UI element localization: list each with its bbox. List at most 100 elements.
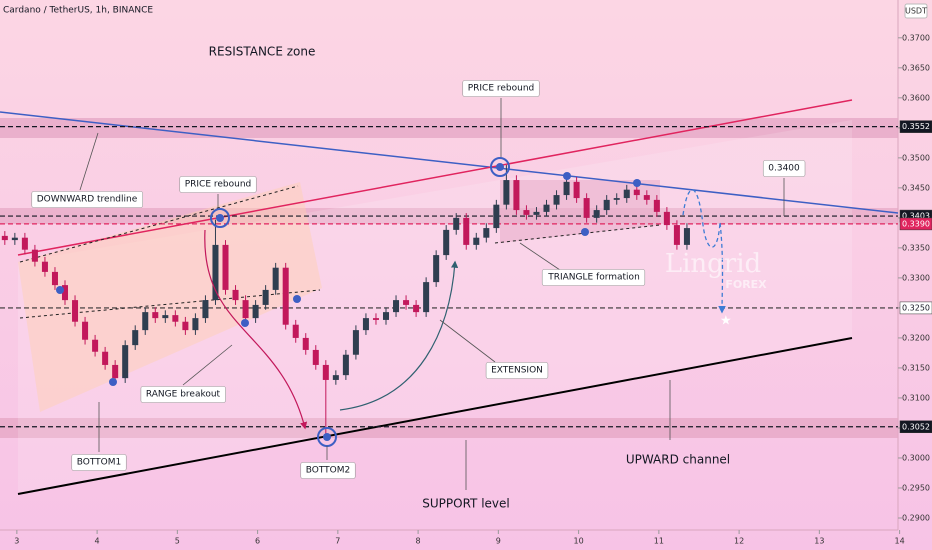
y-tick-label: 0.3450 <box>902 183 930 192</box>
extension-arrow <box>339 260 459 411</box>
candle-body <box>312 349 319 365</box>
x-tick-label: 8 <box>416 537 421 546</box>
candle-body <box>41 261 48 272</box>
candle-body <box>393 300 400 313</box>
currency-box <box>904 3 928 19</box>
x-tick-label: 4 <box>95 537 100 546</box>
y-tick-label: 0.3500 <box>902 153 930 162</box>
candle-body <box>142 312 149 331</box>
candle-body <box>262 289 269 305</box>
pivot-dots <box>56 163 641 441</box>
candle-body <box>543 204 550 212</box>
x-tick-label: 11 <box>654 537 664 546</box>
candle-body <box>453 217 460 230</box>
candle-body <box>342 354 349 376</box>
triangle-area <box>500 180 660 243</box>
candle-body <box>132 330 139 346</box>
chart-title: Cardano / TetherUS, 1h, BINANCE <box>3 6 153 16</box>
candle-body <box>222 244 229 290</box>
x-tick-label: 3 <box>14 537 19 546</box>
annotation-box <box>179 176 257 193</box>
candle-body <box>663 211 670 226</box>
candle-body <box>152 312 159 319</box>
candle-body <box>603 199 610 211</box>
candle-body <box>232 289 239 301</box>
candle-body <box>653 199 660 212</box>
candle-body <box>302 337 309 350</box>
candle-body <box>332 375 339 380</box>
candle-body <box>533 211 540 215</box>
candle-body <box>413 304 420 313</box>
candle-body <box>423 282 430 313</box>
candle-body <box>122 345 129 379</box>
x-tick-label: 9 <box>496 537 501 546</box>
candle-body <box>11 237 18 241</box>
candle-body <box>673 225 680 245</box>
price-level-label: 0.3403 <box>902 212 930 221</box>
star-icon: ★ <box>720 314 732 329</box>
resistance-zone <box>0 118 898 138</box>
currency: USDT <box>905 7 927 16</box>
candle-body <box>483 228 490 238</box>
annotation: PRICE rebound <box>468 84 535 94</box>
candle-body <box>282 267 289 325</box>
candle-body <box>242 300 249 319</box>
x-tick-label: 6 <box>255 537 260 546</box>
watermark: Lingrid <box>665 249 761 279</box>
price-level-box <box>899 217 932 231</box>
x-tick-label: 13 <box>814 537 824 546</box>
candle-body <box>172 315 179 322</box>
annotation-box <box>300 462 356 479</box>
downward-trendline <box>0 111 899 214</box>
annotation: TRIANGLE formation <box>547 273 640 283</box>
x-tick-label: 5 <box>175 537 180 546</box>
candle-body <box>202 300 209 319</box>
candle-body <box>182 321 189 331</box>
candle-body <box>503 180 510 205</box>
candle-body <box>372 318 379 320</box>
candle-body <box>583 198 590 218</box>
candle-body <box>362 318 369 331</box>
y-tick-label: 0.3350 <box>902 243 930 252</box>
candle-body <box>102 351 109 365</box>
candle-body <box>61 285 69 301</box>
candle-body <box>252 304 259 319</box>
y-tick-label: 0.3600 <box>902 93 930 102</box>
price-level-label: 0.3052 <box>902 422 930 431</box>
candle-body <box>272 267 279 290</box>
forecast-path <box>682 189 726 314</box>
candle-body <box>553 195 560 205</box>
y-tick-label: 0.3150 <box>902 363 930 372</box>
annotation: PRICE rebound <box>185 180 252 190</box>
candle-body <box>82 321 89 340</box>
y-tick-label: 0.3300 <box>902 273 930 282</box>
price-level-label: 0.3552 <box>902 122 930 131</box>
candle-body <box>473 237 480 245</box>
price-level-label: 0.3250 <box>902 303 930 312</box>
pivot-circle <box>210 208 230 228</box>
range-lower <box>19 289 321 319</box>
candle-body <box>1 235 8 241</box>
y-tick-label: 0.2950 <box>902 483 930 492</box>
upward-trendline <box>17 99 853 256</box>
candle-body <box>352 330 359 355</box>
annotation: 0.3400 <box>768 164 800 174</box>
candle-body <box>31 249 38 262</box>
candle-body <box>633 189 640 196</box>
y-tick-label: 0.3000 <box>902 453 930 462</box>
annotation: RESISTANCE zone <box>209 45 316 59</box>
candle-body <box>573 181 580 199</box>
candle-body <box>593 210 600 218</box>
annotation-box <box>140 386 226 403</box>
y-tick-label: 0.3200 <box>902 333 930 342</box>
triangle-lower <box>494 224 661 244</box>
support-trendline <box>17 337 853 495</box>
y-tick-label: 0.3650 <box>902 63 930 72</box>
candle-body <box>513 180 520 211</box>
candle-body <box>463 217 470 245</box>
candle-body <box>322 364 329 380</box>
candle-body <box>292 324 299 338</box>
annotation-box <box>762 160 806 177</box>
candle-body <box>403 300 410 305</box>
